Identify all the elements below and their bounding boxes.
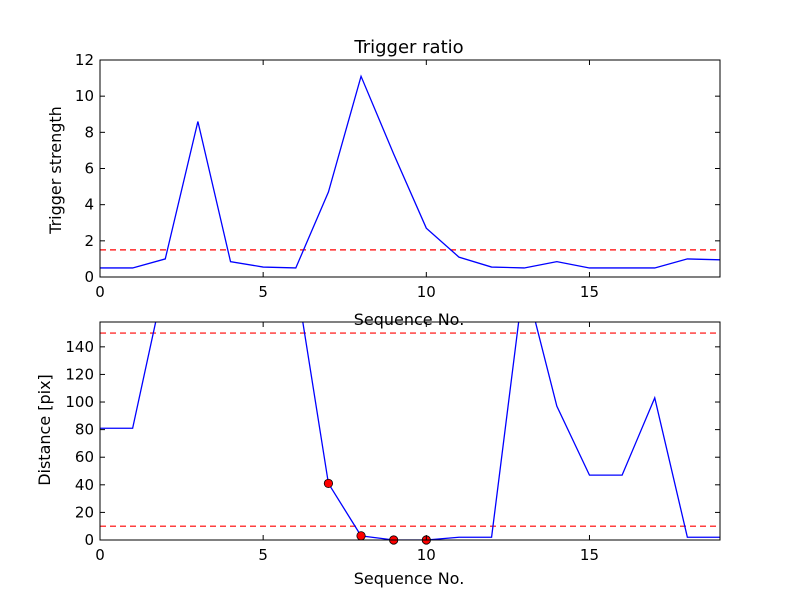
- x-tick-label: 5: [258, 546, 268, 564]
- series-line: [100, 322, 720, 540]
- y-axis-label: Trigger strength: [46, 106, 65, 235]
- y-tick-label: 4: [84, 196, 94, 214]
- series-line: [100, 74, 720, 269]
- x-tick-label: 0: [95, 546, 105, 564]
- y-tick-label: 12: [75, 51, 94, 69]
- y-tick-label: 100: [65, 393, 94, 411]
- x-tick-label: 5: [258, 283, 268, 301]
- plot-area: [100, 322, 720, 540]
- chart-title: Trigger ratio: [353, 37, 463, 58]
- x-axis-label: Sequence No.: [354, 310, 465, 329]
- data-point-marker: [356, 531, 366, 541]
- x-tick-label: 10: [417, 546, 436, 564]
- distance-chart: Distance [pix] Sequence No. 0 5 10 15 0 20 40…: [35, 321, 721, 588]
- x-tick-label: 10: [417, 283, 436, 301]
- axes-frame: [99, 321, 721, 541]
- y-tick-label: 120: [65, 365, 94, 383]
- y-tick-label: 8: [84, 123, 94, 141]
- y-tick-label: 40: [75, 476, 94, 494]
- y-tick-label: 140: [65, 338, 94, 356]
- y-axis-label: Distance [pix]: [35, 374, 54, 486]
- y-tick-label: 0: [84, 268, 94, 286]
- data-point-marker: [323, 478, 334, 489]
- x-tick-label: 0: [95, 283, 105, 301]
- y-tick-label: 80: [75, 421, 94, 439]
- y-tick-label: 60: [75, 448, 94, 466]
- trigger-ratio-chart: Trigger ratio Trigger strength Sequence …: [46, 37, 721, 329]
- y-tick-label: 20: [75, 503, 94, 521]
- y-tick-label: 2: [84, 232, 94, 250]
- y-tick-label: 10: [75, 87, 94, 105]
- y-tick-label: 6: [84, 160, 94, 178]
- x-axis-label: Sequence No.: [354, 569, 465, 588]
- y-tick-label: 0: [84, 531, 94, 549]
- x-tick-label: 15: [580, 546, 599, 564]
- x-tick-label: 15: [580, 283, 599, 301]
- plot-area: [100, 74, 720, 269]
